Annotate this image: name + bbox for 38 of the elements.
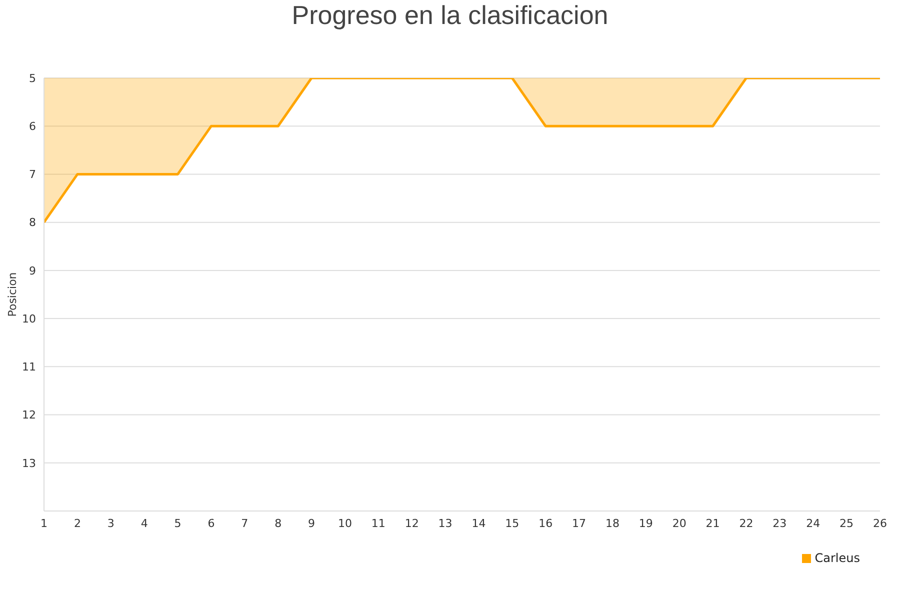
x-tick-label: 26 <box>873 516 887 530</box>
x-tick-label: 15 <box>505 516 520 530</box>
y-tick-label: 8 <box>29 216 36 230</box>
chart-title: Progreso en la clasificacion <box>290 0 610 32</box>
y-axis-title: Posicion <box>6 272 19 317</box>
y-tick-label: 7 <box>29 168 36 182</box>
x-tick-label: 7 <box>241 516 248 530</box>
x-tick-label: 11 <box>371 516 386 530</box>
x-tick-label: 4 <box>140 516 148 530</box>
x-tick-label: 24 <box>806 516 820 530</box>
x-tick-label: 8 <box>274 516 282 530</box>
y-tick-label: 12 <box>22 408 36 422</box>
x-tick-label: 17 <box>572 516 586 530</box>
y-tick-label: 10 <box>22 312 36 326</box>
y-tick-label: 9 <box>29 264 36 278</box>
legend-label: Carleus <box>814 551 860 565</box>
x-tick-label: 20 <box>672 516 686 530</box>
x-tick-label: 9 <box>308 516 316 530</box>
y-tick-label: 5 <box>29 72 36 85</box>
x-tick-label: 12 <box>404 516 419 530</box>
x-tick-label: 13 <box>438 516 452 530</box>
x-tick-label: 25 <box>840 516 854 530</box>
x-tick-label: 2 <box>74 516 81 530</box>
x-tick-label: 22 <box>739 516 754 530</box>
x-tick-label: 10 <box>338 516 352 530</box>
x-tick-label: 6 <box>208 516 215 530</box>
x-tick-label: 18 <box>605 516 620 530</box>
y-tick-label: 11 <box>22 360 36 374</box>
x-tick-label: 5 <box>174 516 182 530</box>
x-tick-label: 1 <box>40 516 48 530</box>
x-tick-label: 16 <box>538 516 553 530</box>
x-tick-label: 19 <box>638 516 653 530</box>
y-tick-label: 6 <box>29 120 36 134</box>
x-tick-label: 14 <box>472 516 486 530</box>
x-tick-label: 23 <box>772 516 787 530</box>
x-tick-label: 21 <box>706 516 720 530</box>
y-tick-label: 13 <box>22 456 36 470</box>
x-tick-label: 3 <box>107 516 114 530</box>
